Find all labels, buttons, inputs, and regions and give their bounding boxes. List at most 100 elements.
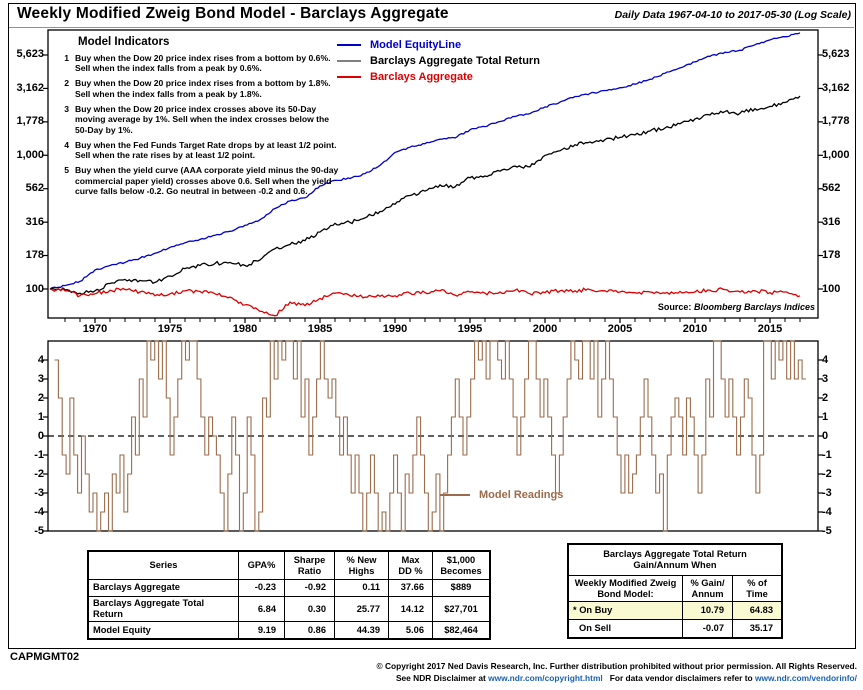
lower-y-tick-label: 2 — [822, 391, 829, 404]
column-header: Sharpe Ratio — [284, 551, 335, 580]
main-y-tick-label: 1,000 — [16, 148, 44, 161]
legend-label: Barclays Aggregate Total Return — [370, 55, 540, 67]
lower-y-tick-label: 4 — [37, 353, 44, 366]
main-x-tick-label: 2010 — [682, 323, 708, 335]
lower-y-tick-label: 2 — [37, 391, 44, 404]
vendor-link[interactable]: www.ndr.com/vendorinfo/ — [754, 673, 857, 684]
lower-y-tick-label: 4 — [822, 353, 829, 366]
value-cell: $27,701 — [432, 595, 490, 623]
model-indicators-box: Model Indicators 1 Buy when the Dow 20 pr… — [58, 36, 340, 201]
value-cell: 35.17 — [732, 619, 782, 639]
signal-label-cell: * On Buy — [568, 601, 683, 621]
indicator-text: Buy when the yield curve (AAA corporate … — [75, 165, 339, 197]
main-y-tick-label: 316 — [822, 215, 841, 228]
lower-y-tick-label: -3 — [34, 486, 44, 499]
vendor-prefix: For data vendor disclaimers refer to — [602, 673, 755, 684]
performance-table: Series GPA% Sharpe Ratio% New Highs Max DD … — [87, 549, 491, 641]
date-range-label: Daily Data 1967-04-10 to 2017-05-30 (Log… — [614, 9, 851, 21]
model-indicators-title: Model Indicators — [78, 36, 170, 48]
value-cell: 10.79 — [682, 601, 733, 621]
column-header: Max DD % — [388, 551, 433, 580]
legend-item-total-return: Barclays Aggregate Total Return — [337, 53, 540, 69]
column-header: Weekly Modified Zweig Bond Model: — [568, 574, 683, 603]
legend-label: Model Readings — [479, 489, 564, 501]
lower-y-tick-label: 0 — [822, 429, 829, 442]
performance-table-body: Barclays Aggregate -0.23 -0.92 0.11 37.66 $88… — [88, 579, 490, 640]
series-name-cell: Model Equity — [88, 621, 239, 640]
model-indicator-item: 4 Buy when the Fed Funds Target Rate drop… — [58, 140, 340, 161]
indicator-number: 5 — [64, 165, 69, 176]
legend-item-model-equityline: Model EquityLine — [337, 37, 540, 53]
indicator-text: Buy when the Dow 20 price index rises fr… — [75, 53, 331, 74]
value-cell: 6.84 — [238, 595, 285, 623]
value-cell: 5.06 — [388, 621, 433, 640]
value-cell: $889 — [432, 579, 490, 597]
main-x-tick-label: 2015 — [757, 323, 783, 335]
main-y-tick-label: 100 — [25, 282, 44, 295]
main-y-tick-label: 562 — [822, 182, 841, 195]
indicator-number: 3 — [64, 103, 69, 114]
main-y-tick-label: 178 — [822, 249, 841, 261]
legend-label: Barclays Aggregate — [370, 71, 473, 83]
series-name-cell: Barclays Aggregate Total Return — [88, 595, 239, 623]
model-indicators-list: 1 Buy when the Dow 20 price index rises f… — [58, 53, 340, 197]
lower-y-tick-label: 3 — [822, 372, 829, 385]
model-indicator-item: 3 Buy when the Dow 20 price index crosses… — [58, 104, 340, 135]
value-cell: $82,464 — [432, 621, 490, 640]
lower-y-tick-label: -3 — [822, 486, 832, 499]
main-y-tick-label: 562 — [25, 182, 44, 195]
gain-annum-table-body: * On Buy 10.79 64.83 On Sell -0.07 35.17 — [568, 601, 782, 639]
copyright-link[interactable]: www.ndr.com/copyright.html — [488, 673, 603, 684]
main-y-tick-label: 178 — [25, 249, 44, 261]
lower-y-tick-label: -1 — [822, 448, 832, 461]
lower-y-tick-label: -2 — [34, 467, 44, 480]
line-swatch-gray — [337, 60, 361, 62]
title-separator — [9, 27, 854, 28]
model-indicator-item: 1 Buy when the Dow 20 price index rises f… — [58, 53, 340, 74]
legend-label: Model EquityLine — [370, 39, 462, 51]
value-cell: 9.19 — [238, 621, 285, 640]
performance-table-header: Series GPA% Sharpe Ratio% New Highs Max DD … — [88, 551, 490, 580]
value-cell: 44.39 — [334, 621, 389, 640]
main-y-tick-label: 5,623 — [16, 48, 44, 61]
chart-id-label: CAPMGMT02 — [10, 651, 80, 663]
indicator-text: Buy when the Fed Funds Target Rate drops… — [75, 139, 337, 161]
line-swatch-red — [337, 76, 361, 78]
table-row: Model Equity 9.19 0.86 44.39 5.06 $82,464 — [88, 621, 490, 640]
value-cell: -0.07 — [682, 619, 733, 639]
table-row: On Sell -0.07 35.17 — [568, 619, 782, 639]
value-cell: 25.77 — [334, 595, 389, 623]
source-text: Bloomberg Barclays Indices — [693, 302, 815, 312]
disclaimer-prefix: See NDR Disclaimer at — [395, 673, 489, 684]
model-indicator-item: 5 Buy when the yield curve (AAA corporate… — [58, 165, 340, 196]
series-line-0 — [49, 32, 801, 290]
source-prefix: Source: — [657, 302, 692, 312]
main-y-tick-label: 1,778 — [822, 115, 850, 128]
gain-annum-table-header: Barclays Aggregate Total Return Gain/Ann… — [568, 544, 782, 603]
main-x-tick-label: 1970 — [82, 323, 108, 335]
copyright-block: © Copyright 2017 Ned Davis Research, Inc… — [376, 660, 857, 684]
column-header: % Gain/ Annum — [682, 574, 733, 603]
main-x-tick-label: 1990 — [382, 323, 408, 335]
copyright-line2: See NDR Disclaimer at www.ndr.com/copyri… — [376, 672, 857, 684]
main-y-tick-label: 1,778 — [16, 115, 44, 128]
table-row: * On Buy 10.79 64.83 — [568, 601, 782, 621]
series-line-1 — [49, 95, 801, 296]
lower-y-tick-label: 1 — [822, 410, 829, 423]
signal-label-cell: On Sell — [568, 619, 683, 639]
lower-y-tick-label: -2 — [822, 467, 832, 480]
main-y-tick-label: 100 — [822, 282, 841, 295]
main-x-tick-label: 1995 — [457, 323, 483, 335]
indicator-number: 1 — [64, 53, 69, 63]
value-cell: 0.30 — [284, 595, 335, 623]
table-row: Barclays Aggregate Total Return 6.84 0.30 2… — [88, 595, 490, 623]
lower-y-tick-label: -5 — [34, 524, 44, 537]
gain-annum-table: Barclays Aggregate Total Return Gain/Ann… — [567, 542, 783, 640]
column-header: Series — [88, 551, 239, 580]
legend-item-barclays-aggregate: Barclays Aggregate — [337, 69, 540, 85]
indicator-number: 4 — [64, 139, 69, 150]
line-swatch-blue — [337, 44, 361, 46]
indicator-text: Buy when the Dow 20 price index crosses … — [75, 103, 330, 135]
main-x-tick-label: 1980 — [232, 323, 258, 335]
